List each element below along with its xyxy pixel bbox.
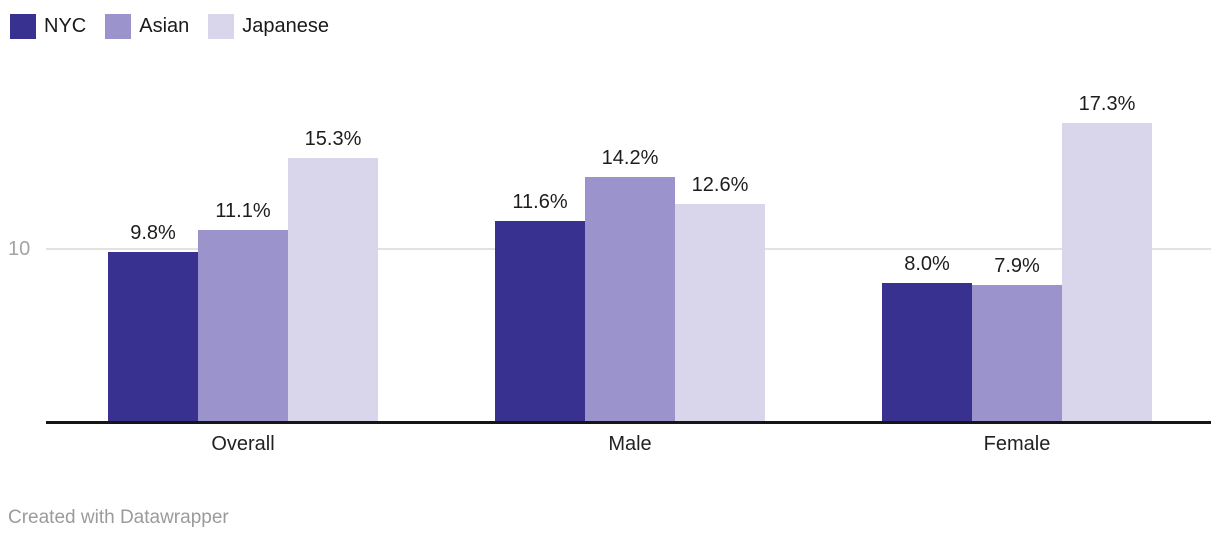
legend-swatch-japanese <box>208 14 235 39</box>
bar-nyc-male <box>495 221 585 421</box>
value-label-nyc-overall: 9.8% <box>130 222 176 244</box>
bar-nyc-female <box>882 283 972 421</box>
value-label-japanese-male: 12.6% <box>691 174 749 196</box>
bar-japanese-male <box>675 204 765 421</box>
chart-legend: NYC Asian Japanese <box>10 14 329 39</box>
category-label-female: Female <box>983 433 1051 455</box>
y-axis-tick-label: 10 <box>8 238 31 260</box>
bar-asian-male <box>585 177 675 421</box>
legend-item-japanese: Japanese <box>208 14 329 39</box>
category-label-male: Male <box>608 433 652 455</box>
x-axis-baseline <box>46 421 1211 424</box>
value-label-nyc-male: 11.6% <box>512 191 568 213</box>
bar-asian-female <box>972 285 1062 421</box>
value-label-nyc-female: 8.0% <box>904 253 950 275</box>
value-label-asian-male: 14.2% <box>601 147 659 169</box>
value-label-japanese-overall: 15.3% <box>304 128 362 150</box>
legend-label-nyc: NYC <box>44 15 87 37</box>
legend-swatch-asian <box>105 14 132 39</box>
legend-label-asian: Asian <box>139 15 190 37</box>
legend-swatch-nyc <box>10 14 36 39</box>
datawrapper-credit: Created with Datawrapper <box>8 507 229 528</box>
value-label-asian-female: 7.9% <box>994 255 1040 277</box>
bar-japanese-female <box>1062 123 1152 421</box>
bar-nyc-overall <box>108 252 198 421</box>
legend-label-japanese: Japanese <box>242 15 330 37</box>
legend-item-asian: Asian <box>105 14 189 39</box>
value-label-japanese-female: 17.3% <box>1078 93 1136 115</box>
category-label-overall: Overall <box>211 433 275 455</box>
bar-japanese-overall <box>288 158 378 421</box>
value-label-asian-overall: 11.1% <box>215 200 271 222</box>
legend-item-nyc: NYC <box>10 14 86 39</box>
bar-asian-overall <box>198 230 288 421</box>
